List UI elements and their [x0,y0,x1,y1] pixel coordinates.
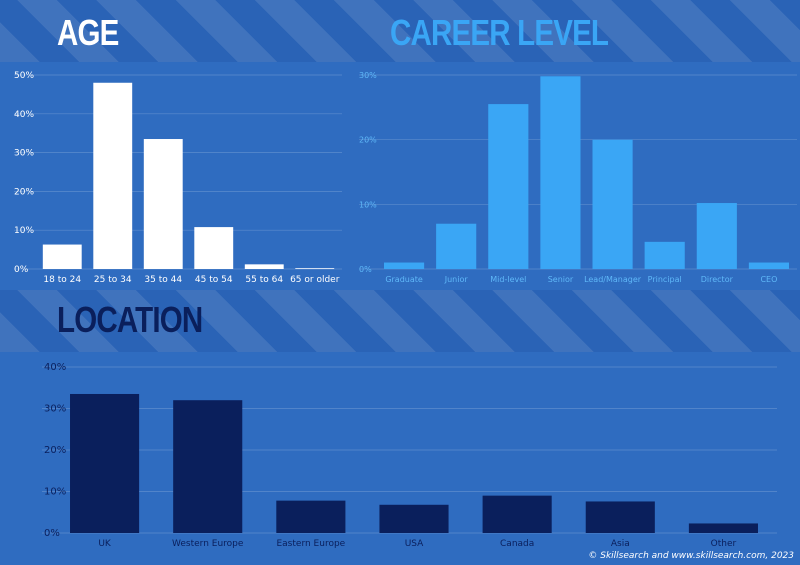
bar [696,203,737,269]
career-level-chart: 0% 10% 20% 30% Graduate Junior Mid-level Senior… [359,71,797,284]
bar [688,523,758,533]
age-title: AGE [57,12,119,53]
x-category-label: 55 to 64 [245,275,283,285]
y-tick-label: 50% [14,71,34,81]
x-category-label: Senior [548,275,574,284]
x-category-label: Graduate [385,275,423,284]
x-category-label: Mid-level [490,275,526,284]
y-tick-label: 10% [44,487,66,498]
y-tick-label: 20% [14,187,34,197]
x-category-label: Eastern Europe [276,539,345,549]
x-category-label: Director [701,275,734,284]
x-category-label: Canada [500,539,534,549]
x-category-label: Principal [648,275,682,284]
y-tick-label: 0% [44,528,60,539]
y-tick-label: 10% [14,226,34,236]
x-category-label: 25 to 34 [94,275,132,285]
bar [143,139,183,269]
y-tick-label: 10% [359,200,377,209]
location-chart: 0% 10% 20% 30% 40% UK Western Europe Eastern Eu… [42,362,777,549]
header-band-top [0,0,800,62]
bar [540,76,581,269]
bar [70,393,140,533]
y-tick-label: 0% [14,265,29,275]
y-tick-label: 40% [14,110,34,120]
career-level-title: CAREER LEVEL [390,12,609,53]
bar [173,400,243,533]
y-tick-label: 30% [14,149,34,159]
y-tick-label: 30% [359,71,377,80]
x-category-label: 35 to 44 [144,275,182,285]
y-tick-label: 30% [44,404,66,415]
bar [644,241,685,269]
bar [748,262,790,269]
location-title: LOCATION [57,299,203,340]
bar [276,500,346,533]
x-category-label: Lead/Manager [584,275,642,284]
x-category-label: Asia [611,539,630,549]
copyright-footer: © Skillsearch and www.skillsearch.com, 2… [588,551,794,561]
x-category-label: USA [405,539,424,549]
x-category-label: Junior [444,275,469,284]
bar [488,104,529,269]
x-category-label: UK [98,539,112,549]
bar [295,268,335,270]
x-category-label: Other [711,539,737,549]
y-tick-label: 40% [44,362,66,373]
x-category-label: 65 or older [290,275,340,285]
bar [93,82,133,269]
bar [42,244,82,269]
y-tick-label: 0% [359,265,372,274]
bar [379,504,449,533]
bar [592,139,633,269]
bar [436,223,477,269]
age-chart: 0% 10% 20% 30% 40% 50% 18 to 24 25 to 34 35 to 4… [14,71,342,285]
bar [482,495,552,533]
x-category-label: CEO [760,275,777,284]
y-tick-label: 20% [44,445,66,456]
x-category-label: 45 to 54 [195,275,233,285]
bar [383,262,425,269]
bar [194,227,234,269]
bar [585,501,655,533]
bar [244,264,284,269]
y-tick-label: 20% [359,136,377,145]
x-category-label: Western Europe [172,539,244,549]
header-band-middle [0,290,800,352]
x-category-label: 18 to 24 [43,275,81,285]
